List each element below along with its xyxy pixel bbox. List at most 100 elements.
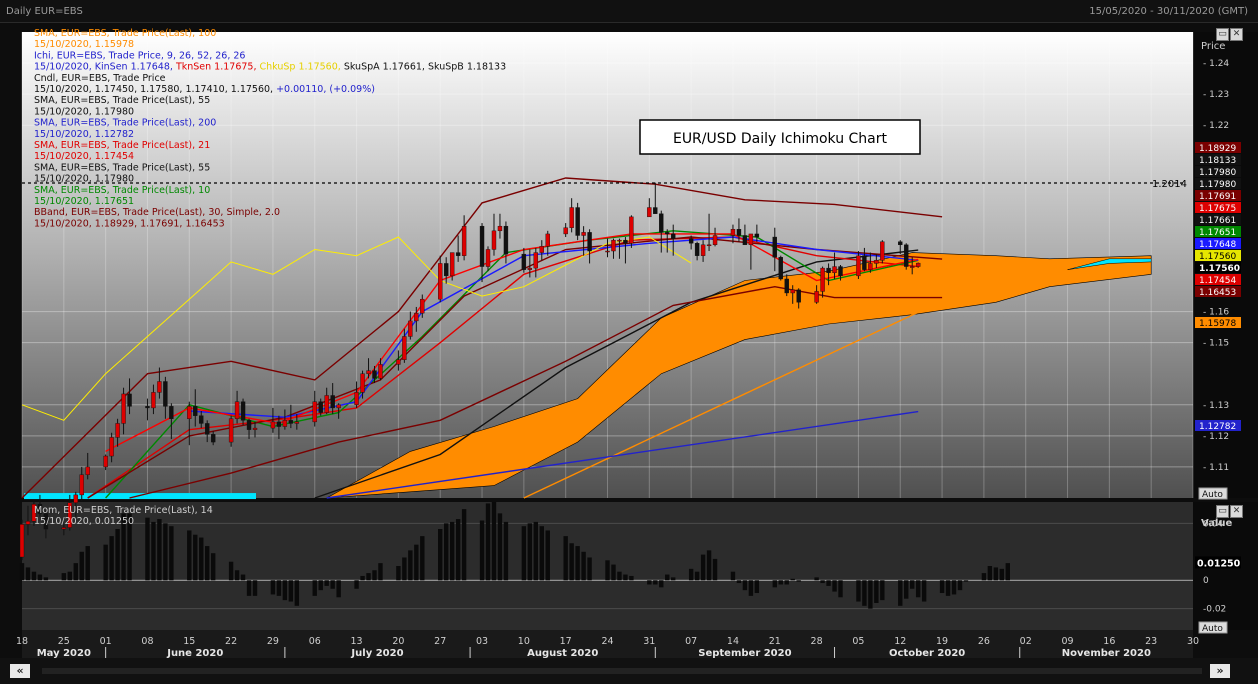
x-tick-label: 31 [643,636,655,647]
momentum-bar [653,580,658,585]
x-tick-label: 13 [351,636,363,647]
legend-entry: 15/10/2020, 1.17454 [34,151,134,162]
candle-body [700,244,706,256]
window-title: Daily EUR=EBS [6,6,83,17]
x-tick-label: 10 [518,636,530,647]
legend-entry: SMA, EUR=EBS, Trade Price(Last), 55 [34,95,210,106]
x-tick-label: 06 [309,636,321,647]
candle-body [360,373,365,393]
ichimoku-cloud [326,252,1152,499]
restore-icon[interactable]: ▭ [1216,28,1229,41]
momentum-bar [796,580,801,582]
month-label: October 2020 [889,648,965,658]
candle-body [659,213,664,233]
momentum-y-tick: 0.04 [1203,519,1223,529]
momentum-bar [240,574,246,581]
candle-body [324,395,329,413]
x-tick-label: 05 [852,636,864,647]
scrollbar[interactable]: « » [0,658,1258,684]
legend-part: TknSen 1.17675, [175,62,260,73]
candle-body [730,229,736,236]
legend-entry: Ichi, EUR=EBS, Trade Price, 9, 26, 52, 2… [34,50,245,61]
candle-body [563,227,568,235]
last-value-tag [1195,420,1241,431]
last-value-label: 1.17980 [1199,168,1236,178]
momentum-bar [205,546,210,581]
momentum-bar [1005,563,1010,581]
candle-body [575,207,580,236]
candle-body [742,235,748,246]
x-tick-label: 17 [560,636,572,647]
restore-icon[interactable]: ▭ [1216,505,1229,518]
momentum-bar [37,574,43,581]
momentum-bar [581,551,586,581]
momentum-bar [318,580,323,591]
candle-body [318,401,323,413]
candle-body [904,244,909,267]
momentum-bar [443,523,449,581]
legend-entry: SMA, EUR=EBS, Trade Price(Last), 10 [34,185,210,196]
candle-body [748,233,754,246]
reference-line-label: 1.2014 [1152,179,1187,190]
momentum-bar [545,530,550,581]
candle-body [521,253,527,270]
candle-body [862,255,867,270]
momentum-bar [617,571,622,581]
month-label: August 2020 [527,648,598,658]
close-icon[interactable]: ✕ [1230,28,1243,41]
candle-body [151,392,156,409]
last-value-label: 1.17651 [1199,228,1236,238]
candle-body [814,291,819,303]
candle-body [121,393,126,424]
momentum-bar [904,580,909,599]
scroll-left-button[interactable]: « [10,664,30,678]
scroll-right-button[interactable]: » [1210,664,1230,678]
momentum-bar [533,521,539,581]
candle-body [31,504,37,522]
momentum-bar [282,580,288,601]
legend-entry: 15/10/2020, KinSen 1.17648, TknSen 1.176… [34,62,506,73]
auto-scale-button[interactable] [1198,621,1228,634]
candle-body [115,423,120,438]
candle-body [503,225,509,255]
momentum-bar [981,573,987,581]
momentum-bar [772,580,777,588]
candle-body [294,421,300,424]
momentum-bar [575,546,580,581]
candle-body [438,263,443,300]
candle-body [73,494,78,503]
momentum-bar [742,580,748,591]
momentum-bar [366,573,371,581]
candle-body [455,252,461,256]
legend-entry: 15/10/2020, 1.17651 [34,196,134,207]
momentum-y-tick: 0 [1203,576,1209,586]
close-icon[interactable]: ✕ [1230,505,1243,518]
momentum-last-value: 0.01250 [1197,558,1241,569]
candle-body [193,406,198,416]
scroll-track[interactable] [42,668,1202,674]
momentum-last-value-tag [1195,556,1241,569]
candle-body [796,289,801,303]
momentum-bar [449,521,455,581]
last-value-tag [1195,274,1241,285]
last-value-tag [1195,286,1241,297]
candle-body [85,466,90,475]
chart-canvas: 1.2014 - 1.11 - 1.12 - 1.13 - 1.15 - 1.16 - 1.… [16,28,1258,658]
momentum-bar [145,517,150,581]
momentum-y-tick: -0.02 [1203,605,1226,615]
last-value-label: 1.17454 [1199,276,1236,286]
auto-scale-button[interactable] [1198,487,1228,500]
x-tick-label: 14 [727,636,739,647]
momentum-bar [396,566,401,581]
candle-body [712,235,718,246]
momentum-bar [270,580,276,595]
candle-body [694,243,700,256]
candle-body [127,393,132,407]
momentum-bar [862,580,867,606]
momentum-bar [336,580,341,598]
momentum-bar [420,536,425,581]
legend-entry: 15/10/2020, 1.15978 [34,39,134,50]
momentum-bar [874,580,879,603]
candle-body [485,249,491,267]
last-value-tag [1195,262,1241,273]
